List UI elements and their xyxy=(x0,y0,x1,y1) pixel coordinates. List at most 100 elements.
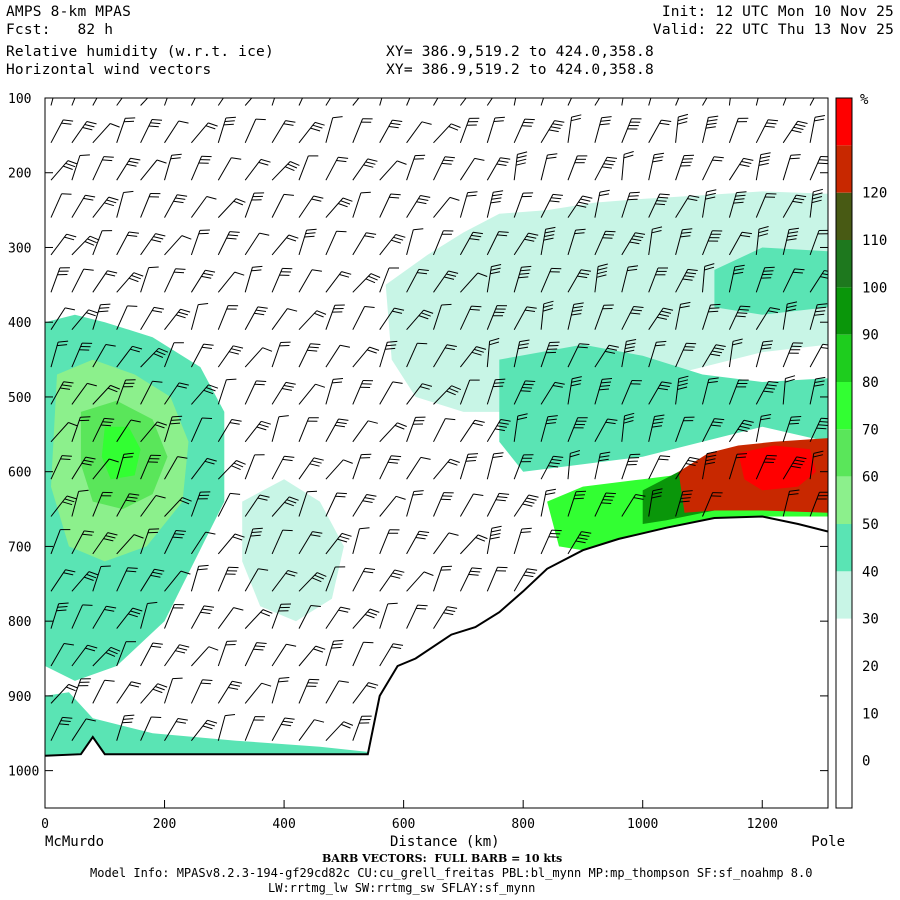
wind-barb xyxy=(728,419,754,443)
wind-barb xyxy=(513,306,537,330)
wind-barb xyxy=(116,157,141,181)
wind-barb xyxy=(271,455,295,480)
wind-barb xyxy=(217,607,244,629)
terrain-layer xyxy=(45,515,828,808)
wind-barb xyxy=(271,643,297,667)
terrain-line xyxy=(45,515,828,757)
wind-barb xyxy=(513,527,532,555)
wind-barb xyxy=(190,98,196,106)
wind-barb xyxy=(486,492,510,517)
wind-barb xyxy=(217,460,246,480)
colorbar-tick-label: 30 xyxy=(862,612,879,628)
wind-barb xyxy=(71,604,93,629)
wind-barb xyxy=(648,340,667,368)
wind-barb xyxy=(244,682,272,704)
wind-barb xyxy=(325,492,347,517)
field-title-2: Horizontal wind vectors xyxy=(6,62,212,78)
wind-barb xyxy=(140,98,149,106)
wind-barb xyxy=(379,267,399,293)
x-end-label: Pole xyxy=(811,834,845,850)
wind-barb xyxy=(460,346,487,368)
wind-barb xyxy=(702,377,719,405)
wind-barb xyxy=(594,378,613,405)
wind-barb xyxy=(406,98,411,106)
rh-region-upper-rh-core xyxy=(714,247,828,315)
wind-barb xyxy=(648,455,671,480)
wind-barb xyxy=(325,639,344,667)
wind-barb xyxy=(190,303,209,330)
wind-barb xyxy=(298,572,327,592)
wind-barb xyxy=(50,455,72,480)
wind-barb xyxy=(71,309,99,331)
wind-barb xyxy=(325,304,345,330)
wind-barb xyxy=(809,98,815,106)
wind-barb xyxy=(540,455,564,480)
wind-barb xyxy=(594,492,616,517)
wind-barb xyxy=(217,533,245,555)
wind-barb xyxy=(513,232,539,256)
wind-barb xyxy=(92,605,117,629)
wind-barb xyxy=(728,453,748,480)
y-tick-label: 200 xyxy=(8,167,31,182)
wind-barb xyxy=(352,420,378,443)
wind-barb xyxy=(675,228,693,256)
wind-barb xyxy=(244,609,273,629)
wind-barb xyxy=(50,233,77,256)
wind-barb xyxy=(433,606,458,629)
wind-barb xyxy=(325,418,349,443)
wind-barb xyxy=(379,422,407,443)
wind-barb xyxy=(352,494,377,517)
wind-barb xyxy=(594,418,618,443)
wind-barb xyxy=(406,571,434,592)
wind-barb xyxy=(116,98,123,106)
wind-barb xyxy=(433,458,460,480)
wind-barb xyxy=(567,531,592,555)
axes-layer: 100 200 300 400 500 600 700 800 900 1000 0 200 400 60… xyxy=(8,92,828,832)
wind-barb xyxy=(50,119,74,144)
wind-barb xyxy=(271,570,298,592)
wind-barb xyxy=(191,457,217,480)
wind-barb xyxy=(325,680,349,704)
wind-barb xyxy=(352,453,372,480)
wind-barb xyxy=(325,156,349,181)
wind-barb xyxy=(433,98,439,106)
wind-barb xyxy=(621,339,637,368)
colorbar-tick-label: 70 xyxy=(862,422,879,438)
y-tick-label: 500 xyxy=(8,391,31,406)
wind-barb xyxy=(217,116,236,143)
wind-barb xyxy=(755,454,777,480)
wind-barb xyxy=(540,529,562,555)
wind-barb xyxy=(809,115,825,143)
wind-barb xyxy=(92,565,111,592)
wind-barb xyxy=(782,456,807,480)
wind-barb xyxy=(513,118,535,144)
wind-barb xyxy=(594,156,618,181)
colorbar-bin xyxy=(836,429,852,477)
wind-barb xyxy=(782,98,787,106)
wind-barb xyxy=(71,530,95,555)
wind-barb xyxy=(116,231,139,256)
wind-barb xyxy=(540,120,565,144)
x-tick-label: 400 xyxy=(272,817,295,832)
wind-barb xyxy=(50,267,70,293)
wind-barb xyxy=(164,497,192,517)
wind-barb xyxy=(702,156,724,181)
wind-barb xyxy=(567,114,582,143)
wind-barb xyxy=(116,493,140,517)
wind-barb xyxy=(271,161,300,181)
wind-barb xyxy=(728,98,731,106)
wind-barb xyxy=(140,683,168,704)
rh-region-boundary-layer-peak xyxy=(738,445,816,491)
rh-fill-layer xyxy=(45,191,828,756)
wind-barb xyxy=(244,232,270,256)
wind-barb xyxy=(244,306,268,330)
wind-barb xyxy=(809,270,828,293)
wind-barb xyxy=(567,490,587,517)
wind-barb xyxy=(298,719,325,741)
wind-barb xyxy=(782,489,800,517)
wind-barb xyxy=(648,152,665,181)
wind-barb xyxy=(675,195,700,218)
wind-barb xyxy=(164,677,183,704)
wind-barb xyxy=(164,718,188,741)
wind-barb xyxy=(92,491,113,517)
